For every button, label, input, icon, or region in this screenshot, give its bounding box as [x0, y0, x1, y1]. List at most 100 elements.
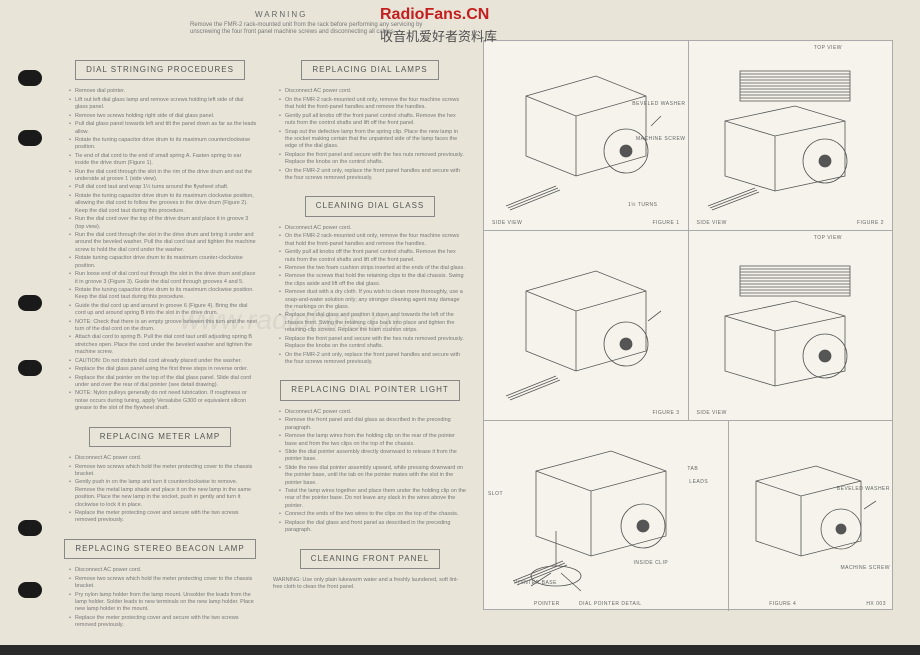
- section-dial-lamps: REPLACING DIAL LAMPS: [301, 60, 438, 80]
- hole: [18, 520, 42, 536]
- list-item: Gently push in on the lamp and turn it c…: [69, 479, 257, 509]
- section-pointer-light: REPLACING DIAL POINTER LIGHT: [280, 380, 460, 400]
- label-inside-clip: INSIDE CLIP: [634, 560, 669, 567]
- hole: [18, 295, 42, 311]
- list-item: On the FMR-2 unit only, replace the fron…: [279, 168, 467, 183]
- label-fig2: FIGURE 2: [857, 220, 884, 227]
- stereo-beacon-list: Disconnect AC power cord.Remove two scre…: [63, 567, 257, 629]
- list-item: Run the dial cord over the top of the dr…: [69, 216, 257, 231]
- list-item: Disconnect AC power cord.: [279, 409, 467, 416]
- clean-glass-list: Disconnect AC power cord.On the FMR-2 ra…: [273, 225, 467, 367]
- list-item: Lift out left dial glass lamp and remove…: [69, 97, 257, 112]
- list-item: Disconnect AC power cord.: [69, 455, 257, 462]
- list-item: Remove the two foam cushion strips inser…: [279, 265, 467, 272]
- dial-lamps-list: Disconnect AC power cord. On the FMR-2 ra…: [273, 88, 467, 182]
- figure-3-cell: FIGURE 3: [484, 231, 689, 420]
- label-tab: TAB: [687, 466, 698, 473]
- label-pointer: POINTER: [534, 601, 560, 608]
- list-item: Tie end of dial cord to the end of small…: [69, 153, 257, 168]
- list-item: Disconnect AC power cord.: [69, 567, 257, 574]
- list-item: Attach dial cord to spring B. Pull the d…: [69, 334, 257, 356]
- hole: [18, 582, 42, 598]
- list-item: Snap out the defective lamp from the spr…: [279, 129, 467, 151]
- list-item: Remove dust with a dry cloth. If you wis…: [279, 289, 467, 311]
- figure-3b-cell: TOP VIEW SIDE VIEW: [689, 231, 893, 420]
- list-item: Gently pull all knobs off the front pane…: [279, 113, 467, 128]
- figure-grid: SIDE VIEW FIGURE 1 BEVELED WASHER MACHIN…: [483, 40, 893, 610]
- hole: [18, 130, 42, 146]
- list-item: Remove two screws holding right side of …: [69, 113, 257, 120]
- list-item: Gently pull all knobs off the front pane…: [279, 249, 467, 264]
- label-side-view-3: SIDE VIEW: [697, 410, 727, 417]
- list-item: Slide the dial pointer assembly directly…: [279, 449, 467, 464]
- figure-row-3: POINTER BASE POINTER DIAL POINTER DETAIL…: [484, 421, 892, 611]
- label-top-view: TOP VIEW: [814, 45, 842, 52]
- list-item: Remove the front panel and dial glass as…: [279, 417, 467, 432]
- list-item: Slide the new dial pointer assembly upwa…: [279, 465, 467, 487]
- list-item: NOTE: Check that there is an empty groov…: [69, 319, 257, 334]
- section-clean-glass: CLEANING DIAL GLASS: [305, 196, 436, 216]
- list-item: Pull dial cord taut and wrap 1½ turns ar…: [69, 184, 257, 191]
- list-item: Replace the meter protecting cover and s…: [69, 510, 257, 525]
- label-side-view: SIDE VIEW: [492, 220, 522, 227]
- warning-heading: WARNING: [255, 10, 307, 19]
- list-item: Run the dial cord through the slot in th…: [69, 232, 257, 254]
- list-item: Rotate tuning capacitor drive drum to it…: [69, 255, 257, 270]
- list-item: Rotate the tuning capacitor drive drum t…: [69, 137, 257, 152]
- label-beveled-washer-2: BEVELED WASHER: [837, 486, 890, 493]
- figure-3b-svg: [700, 246, 880, 406]
- binding-holes: [0, 0, 48, 655]
- dial-stringing-list: Remove dial pointer. Lift out left dial g…: [63, 88, 257, 412]
- list-item: Replace the front panel and secure with …: [279, 152, 467, 167]
- figure-4b-svg: [736, 431, 886, 601]
- list-item: Run loose end of dial cord out through t…: [69, 271, 257, 286]
- section-clean-panel: CLEANING FRONT PANEL: [300, 549, 440, 569]
- watermark-tagline: 收音机爱好者资料库: [380, 26, 497, 45]
- list-item: Remove the screws that hold the retainin…: [279, 273, 467, 288]
- section-meter-lamp: REPLACING METER LAMP: [89, 427, 231, 447]
- label-fig4: FIGURE 4: [769, 601, 796, 608]
- bottom-strip: [0, 645, 920, 655]
- label-dial-pointer-detail: DIAL POINTER DETAIL: [579, 601, 642, 608]
- label-top-view-2: TOP VIEW: [814, 235, 842, 242]
- meter-lamp-list: Disconnect AC power cord.Remove two scre…: [63, 455, 257, 525]
- label-machine-screw-2: MACHINE SCREW: [840, 565, 890, 572]
- list-item: Replace the dial glass and position it d…: [279, 312, 467, 334]
- list-item: Run the dial cord through the slot in th…: [69, 169, 257, 184]
- list-item: Rotate the tuning capacitor drive drum t…: [69, 193, 257, 215]
- list-item: CAUTION: Do not disturb dial cord alread…: [69, 358, 257, 365]
- hole: [18, 360, 42, 376]
- label-pointer-base: POINTER BASE: [514, 580, 557, 587]
- list-item: Connect the ends of the two wires to the…: [279, 511, 467, 518]
- list-item: NOTE: Nylon pulleys generally do not nee…: [69, 390, 257, 412]
- list-item: On the FMR-2 rack-mounted unit only, rem…: [279, 233, 467, 248]
- page: WARNING Remove the FMR-2 rack-mounted un…: [55, 0, 915, 655]
- list-item: Replace the meter protecting cover and s…: [69, 615, 257, 630]
- list-item: Replace the dial pointer on the top of t…: [69, 375, 257, 390]
- hole: [18, 70, 42, 86]
- watermark-site: RadioFans.CN: [380, 6, 489, 24]
- label-turns: 1½ TURNS: [628, 202, 657, 209]
- section-stereo-beacon: REPLACING STEREO BEACON LAMP: [64, 539, 255, 559]
- label-side-view-2: SIDE VIEW: [697, 220, 727, 227]
- figure-2-svg: [700, 56, 880, 216]
- list-item: Guide the dial cord up and around in gro…: [69, 303, 257, 318]
- figure-2-cell: TOP VIEW SIDE VIEW FIGURE 2: [689, 41, 893, 230]
- list-item: On the FMR-2 rack-mounted unit only, rem…: [279, 97, 467, 112]
- list-item: Rotate the tuning capacitor drive drum t…: [69, 287, 257, 302]
- list-item: Disconnect AC power cord.: [279, 88, 467, 95]
- label-leads: LEADS: [689, 479, 708, 486]
- list-item: Remove dial pointer.: [69, 88, 257, 95]
- figure-row-1: SIDE VIEW FIGURE 1 BEVELED WASHER MACHIN…: [484, 41, 892, 231]
- label-fig3: FIGURE 3: [652, 410, 679, 417]
- list-item: Twist the lamp wires together and place …: [279, 488, 467, 510]
- column-left: DIAL STRINGING PROCEDURES Remove dial po…: [55, 0, 265, 655]
- clean-panel-warning: WARNING: Use only plain lukewarm water a…: [273, 577, 467, 592]
- label-sheet: HX 003: [866, 601, 886, 608]
- list-item: On the FMR-2 unit only, replace the fron…: [279, 352, 467, 367]
- figure-1-cell: SIDE VIEW FIGURE 1 BEVELED WASHER MACHIN…: [484, 41, 689, 230]
- pointer-light-list: Disconnect AC power cord.Remove the fron…: [273, 409, 467, 535]
- section-dial-stringing: DIAL STRINGING PROCEDURES: [75, 60, 245, 80]
- list-item: Pull dial glass panel towards left and t…: [69, 121, 257, 136]
- figure-4-svg: [501, 431, 711, 601]
